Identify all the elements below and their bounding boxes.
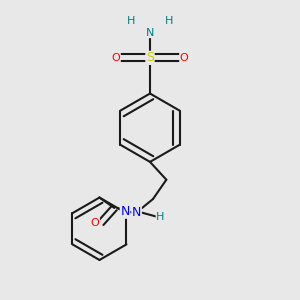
Text: N: N <box>146 28 154 38</box>
Text: H: H <box>156 212 165 222</box>
Text: N: N <box>120 205 130 218</box>
Text: O: O <box>111 53 120 63</box>
Text: O: O <box>180 53 189 63</box>
Text: H: H <box>165 16 173 26</box>
Text: S: S <box>146 51 154 64</box>
Text: H: H <box>127 16 135 26</box>
Text: O: O <box>91 218 99 228</box>
Text: N: N <box>132 206 141 219</box>
